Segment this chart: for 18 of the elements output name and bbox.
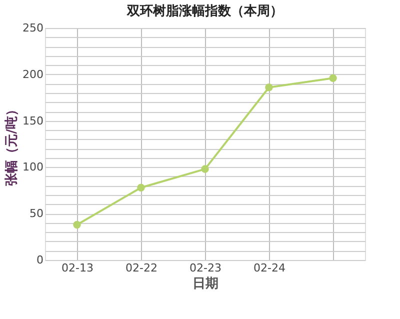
- y-tick-label: 150: [22, 114, 44, 128]
- y-tick-label: 50: [30, 207, 44, 220]
- y-tick-label: 100: [22, 160, 44, 174]
- y-tick-label: 250: [22, 22, 44, 34]
- x-tick-label: 02-13: [62, 262, 94, 274]
- x-tick-label: 02-24: [254, 262, 286, 274]
- point: [265, 84, 273, 92]
- chart-title: 双环树脂涨幅指数（本周）: [126, 4, 283, 19]
- y-tick-label: 0: [36, 254, 44, 266]
- x-axis-title: 日期: [192, 276, 218, 292]
- point: [73, 220, 81, 229]
- y-axis-title: 张幅（元/吨）: [4, 103, 20, 186]
- point: [201, 165, 209, 173]
- x-tick-label: 02-23: [190, 262, 222, 274]
- point: [137, 184, 145, 192]
- x-tick-label: 02-22: [126, 262, 158, 274]
- point: [329, 74, 337, 82]
- y-tick-label: 200: [22, 68, 44, 81]
